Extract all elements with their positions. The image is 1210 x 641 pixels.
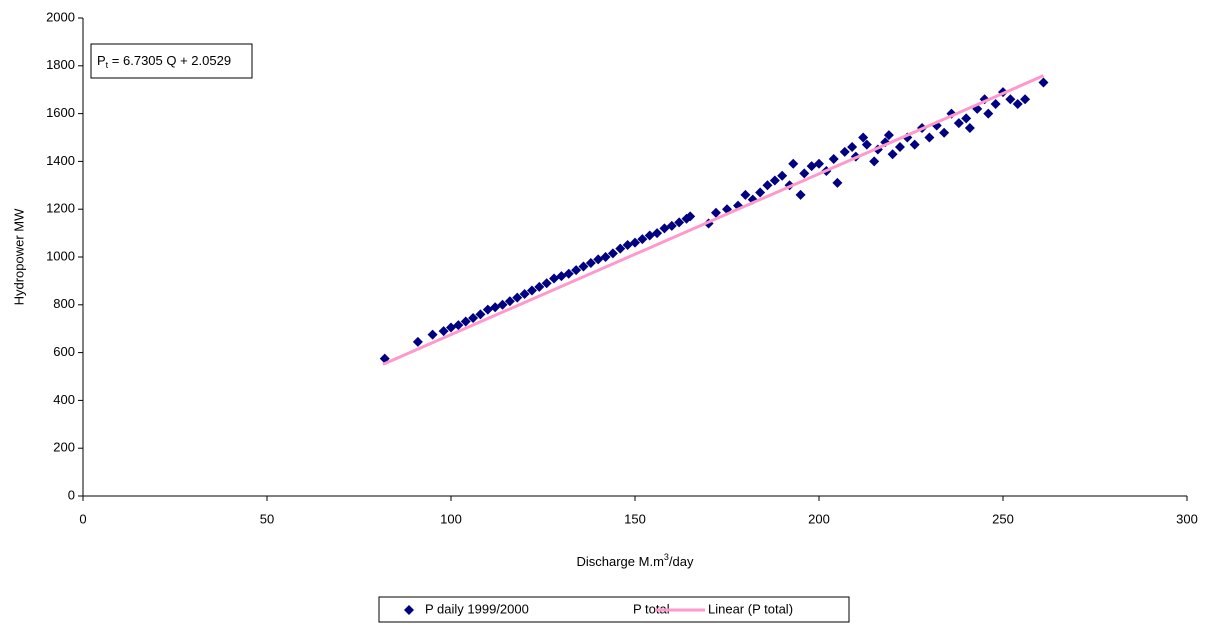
- scatter-point: [475, 309, 486, 320]
- scatter-point: [710, 207, 721, 218]
- x-tick-label: 0: [79, 511, 86, 526]
- x-tick-label: 200: [808, 511, 830, 526]
- scatter-point: [468, 312, 479, 323]
- y-tick-label: 600: [53, 344, 75, 359]
- y-tick-label: 1400: [46, 153, 75, 168]
- scatter-point: [869, 156, 880, 167]
- scatter-point: [519, 289, 530, 300]
- annotation-rest: = 6.7305 Q + 2.0529: [108, 53, 231, 68]
- scatter-point: [412, 336, 423, 347]
- scatter-point: [585, 257, 596, 268]
- scatter-point: [563, 268, 574, 279]
- scatter-point: [1020, 94, 1031, 105]
- scatter-point: [755, 187, 766, 198]
- scatter-point: [799, 168, 810, 179]
- scatter-point: [534, 281, 545, 292]
- y-tick-label: 400: [53, 392, 75, 407]
- scatter-point: [814, 158, 824, 169]
- scatter-point: [983, 108, 994, 119]
- x-label-main: Discharge M.m: [576, 554, 663, 569]
- trend-line: [382, 74, 1045, 366]
- scatter-point: [887, 149, 898, 160]
- y-tick-label: 800: [53, 296, 75, 311]
- scatter-point: [832, 177, 843, 188]
- scatter-point: [666, 220, 677, 231]
- scatter-point: [861, 139, 872, 150]
- y-tick-label: 1200: [46, 201, 75, 216]
- scatter-point: [453, 320, 464, 331]
- scatter-point: [795, 189, 806, 200]
- y-tick-label: 2000: [46, 9, 75, 24]
- y-tick-label: 200: [53, 440, 75, 455]
- legend-label: Linear (P total): [708, 601, 793, 616]
- scatter-point: [674, 217, 685, 228]
- scatter-point: [607, 248, 618, 259]
- x-tick-label: 150: [624, 511, 646, 526]
- scatter-point: [909, 139, 920, 150]
- scatter-point: [497, 299, 508, 310]
- scatter-point: [526, 285, 537, 296]
- scatter-point: [630, 237, 640, 248]
- x-axis-label: Discharge M.m3/day: [576, 552, 694, 569]
- x-label-sup: 3: [664, 552, 669, 562]
- annotation-box: [90, 43, 253, 79]
- x-tick-label: 300: [1176, 511, 1198, 526]
- scatter-point: [504, 296, 515, 307]
- scatter-point: [637, 234, 648, 245]
- legend-box: [378, 596, 850, 623]
- scatter-point: [460, 316, 471, 327]
- legend-label: P daily 1999/2000: [425, 601, 529, 616]
- x-tick-label: 100: [440, 511, 462, 526]
- y-tick-label: 1600: [46, 105, 75, 120]
- scatter-point: [600, 252, 611, 262]
- annotation-sub: t: [106, 60, 109, 70]
- scatter-point: [858, 132, 869, 143]
- scatter-point: [740, 189, 751, 200]
- scatter-point: [990, 99, 1001, 110]
- scatter-point: [685, 211, 696, 222]
- scatter-point: [1005, 94, 1016, 105]
- scatter-point: [438, 326, 449, 337]
- scatter-point: [894, 142, 905, 153]
- annotation: Pt = 6.7305 Q + 2.0529: [97, 53, 231, 70]
- y-tick-label: 1800: [46, 57, 75, 72]
- scatter-point: [828, 154, 839, 165]
- scatter-point: [883, 130, 894, 141]
- scatter-point: [964, 122, 975, 133]
- scatter-point: [541, 278, 552, 289]
- scatter-point: [1038, 77, 1049, 88]
- scatter-point: [652, 228, 663, 239]
- scatter-point: [961, 113, 972, 124]
- scatter-point: [924, 132, 935, 143]
- x-tick-label: 250: [992, 511, 1014, 526]
- scatter-point: [953, 118, 964, 129]
- y-axis-label: Hydropower MW: [11, 208, 26, 306]
- x-tick-label: 50: [260, 511, 274, 526]
- annotation-main: P: [97, 53, 106, 68]
- scatter-point: [1012, 99, 1023, 110]
- scatter-point: [615, 243, 626, 254]
- scatter-point: [427, 329, 438, 340]
- scatter-point: [762, 180, 773, 191]
- legend-marker: [404, 605, 414, 615]
- scatter-point: [777, 170, 788, 181]
- legend-label: P total: [633, 601, 670, 616]
- scatter-point: [512, 292, 523, 303]
- scatter-point: [939, 127, 950, 138]
- x-label-rest: /day: [669, 554, 694, 569]
- scatter-point: [847, 142, 858, 153]
- y-tick-label: 1000: [46, 248, 75, 263]
- scatter-point: [578, 261, 589, 272]
- scatter-point: [571, 265, 582, 276]
- scatter-point: [769, 175, 780, 186]
- scatter-point: [839, 146, 850, 157]
- scatter-point: [788, 158, 799, 169]
- y-tick-label: 0: [68, 487, 75, 502]
